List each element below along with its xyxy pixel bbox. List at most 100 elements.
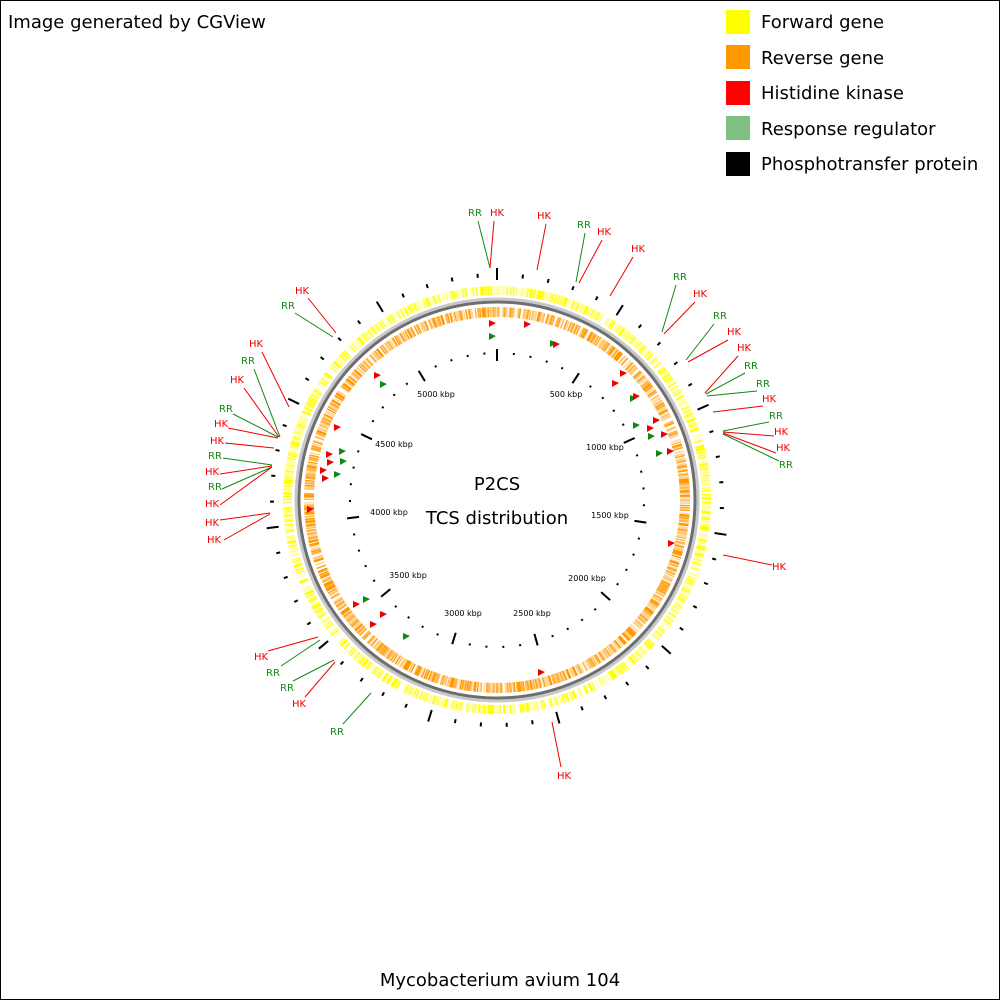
- leader-line: [253, 368, 281, 438]
- leader-line: [489, 220, 495, 269]
- inner-tick: [356, 450, 360, 453]
- feature-marker: [339, 448, 346, 455]
- inner-tick: [451, 632, 457, 645]
- inner-tick: [625, 568, 628, 572]
- inner-tick: [545, 360, 548, 363]
- leader-line: [222, 457, 273, 466]
- feature-label: HK: [693, 289, 708, 300]
- outer-tick: [673, 361, 678, 366]
- outer-tick: [375, 301, 384, 313]
- feature-marker: [334, 424, 341, 431]
- feature-marker: [647, 425, 654, 432]
- inner-tick: [346, 515, 360, 520]
- feature-label: HK: [776, 443, 791, 454]
- legend-swatch: [726, 116, 750, 140]
- leader-line: [609, 256, 634, 297]
- feature-marker: [667, 448, 674, 455]
- feature-marker: [403, 633, 410, 640]
- feature-marker: [326, 451, 333, 458]
- feature-marker: [340, 458, 347, 465]
- outer-tick: [337, 337, 342, 342]
- leader-line: [722, 431, 775, 437]
- outer-tick: [615, 304, 624, 316]
- outer-tick: [580, 706, 584, 711]
- leader-line: [722, 554, 773, 566]
- scale-label: 4500 kbp: [375, 440, 413, 449]
- inner-tick: [450, 358, 453, 362]
- inner-tick: [372, 579, 376, 583]
- feature-marker: [524, 321, 531, 328]
- leader-line: [280, 639, 321, 667]
- feature-label: RR: [468, 208, 482, 219]
- feature-label: RR: [219, 404, 233, 415]
- feature-marker: [612, 380, 619, 387]
- feature-label: RR: [266, 668, 280, 679]
- feature-label: HK: [214, 419, 229, 430]
- outer-tick: [679, 626, 684, 631]
- scale-label: 1000 kbp: [586, 443, 624, 452]
- inner-tick: [621, 423, 625, 427]
- outer-tick: [293, 599, 299, 603]
- inner-tick: [364, 564, 368, 568]
- leader-line: [705, 372, 746, 395]
- inner-tick: [417, 370, 426, 382]
- feature-label: HK: [537, 211, 552, 222]
- leader-line: [685, 323, 715, 361]
- scale-label: 1500 kbp: [591, 511, 629, 520]
- outer-tick: [287, 397, 300, 405]
- leader-line: [722, 433, 780, 462]
- outer-tick: [357, 320, 362, 325]
- outer-tick: [304, 377, 310, 382]
- outer-tick: [555, 711, 561, 724]
- outer-tick: [275, 448, 280, 452]
- scale-label: 5000 kbp: [417, 390, 455, 399]
- outer-tick: [594, 296, 599, 301]
- feature-label: HK: [210, 436, 225, 447]
- backbone-halo: [294, 297, 700, 703]
- feature-marker: [648, 433, 655, 440]
- legend-label: Phosphotransfer protein: [761, 154, 978, 175]
- feature-marker: [656, 450, 663, 457]
- feature-label: RR: [744, 361, 758, 372]
- outer-tick: [715, 455, 720, 459]
- inner-tick: [600, 591, 611, 601]
- outer-tick: [711, 557, 717, 561]
- outer-tick: [266, 525, 279, 530]
- leader-line: [687, 339, 729, 363]
- scale-label: 3000 kbp: [444, 609, 482, 618]
- leader-line: [722, 432, 777, 454]
- feature-label: HK: [295, 286, 310, 297]
- feature-label: HK: [774, 427, 789, 438]
- feature-marker: [633, 422, 640, 429]
- outer-tick: [320, 356, 325, 361]
- inner-tick: [371, 419, 375, 423]
- gene-stripes: [303, 306, 690, 693]
- outer-tick: [318, 640, 329, 650]
- feature-label: RR: [779, 460, 793, 471]
- feature-label: HK: [557, 771, 572, 782]
- inner-tick: [634, 519, 647, 524]
- feature-label: HK: [292, 699, 307, 710]
- feature-label: HK: [490, 208, 505, 219]
- feature-label: HK: [249, 339, 264, 350]
- feature-label: HK: [737, 343, 752, 354]
- feature-label: HK: [207, 535, 222, 546]
- leader-line: [704, 355, 739, 394]
- gene-stripes: [282, 286, 711, 715]
- feature-label: HK: [631, 244, 646, 255]
- leader-line: [267, 636, 319, 652]
- outer-tick: [282, 423, 287, 428]
- inner-tick: [357, 549, 361, 552]
- footer-title: Mycobacterium avium 104: [380, 970, 620, 991]
- legend-swatch: [726, 81, 750, 105]
- feature-marker: [374, 372, 381, 379]
- inner-tick: [551, 634, 554, 638]
- outer-tick: [531, 720, 534, 725]
- feature-label: RR: [208, 451, 222, 462]
- outer-tick: [339, 660, 345, 666]
- inner-tick: [566, 627, 570, 631]
- leader-line: [536, 223, 547, 271]
- outer-tick: [656, 341, 662, 346]
